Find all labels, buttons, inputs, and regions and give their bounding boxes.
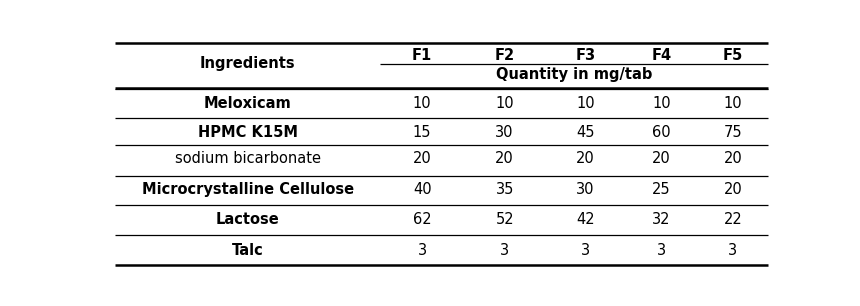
Text: 3: 3 [728, 243, 738, 258]
Text: Talc: Talc [232, 243, 264, 258]
Text: sodium bicarbonate: sodium bicarbonate [175, 151, 321, 166]
Text: 10: 10 [653, 96, 671, 111]
Text: 20: 20 [576, 151, 594, 166]
Text: 45: 45 [576, 125, 594, 140]
Text: 3: 3 [418, 243, 427, 258]
Text: 35: 35 [495, 182, 514, 197]
Text: 62: 62 [413, 212, 432, 227]
Text: 20: 20 [413, 151, 432, 166]
Text: 20: 20 [652, 151, 671, 166]
Text: 10: 10 [495, 96, 514, 111]
Text: Quantity in mg/tab: Quantity in mg/tab [496, 67, 652, 82]
Text: 30: 30 [495, 125, 514, 140]
Text: 32: 32 [653, 212, 671, 227]
Text: 10: 10 [723, 96, 742, 111]
Text: 52: 52 [495, 212, 514, 227]
Text: 20: 20 [723, 182, 742, 197]
Text: 15: 15 [413, 125, 432, 140]
Text: 30: 30 [576, 182, 594, 197]
Text: 75: 75 [723, 125, 742, 140]
Text: Microcrystalline Cellulose: Microcrystalline Cellulose [142, 182, 353, 197]
Text: Lactose: Lactose [216, 212, 280, 227]
Text: HPMC K15M: HPMC K15M [198, 125, 298, 140]
Text: F5: F5 [722, 48, 743, 63]
Text: 60: 60 [653, 125, 671, 140]
Text: F2: F2 [494, 48, 515, 63]
Text: 10: 10 [576, 96, 594, 111]
Text: 10: 10 [413, 96, 432, 111]
Text: 20: 20 [495, 151, 514, 166]
Text: 25: 25 [653, 182, 671, 197]
Text: F4: F4 [652, 48, 672, 63]
Text: 3: 3 [657, 243, 666, 258]
Text: Ingredients: Ingredients [200, 56, 296, 71]
Text: 20: 20 [723, 151, 742, 166]
Text: F3: F3 [575, 48, 595, 63]
Text: 40: 40 [413, 182, 432, 197]
Text: Meloxicam: Meloxicam [204, 96, 292, 111]
Text: 3: 3 [501, 243, 509, 258]
Text: 42: 42 [576, 212, 594, 227]
Text: 22: 22 [723, 212, 742, 227]
Text: 3: 3 [580, 243, 590, 258]
Text: F1: F1 [412, 48, 433, 63]
